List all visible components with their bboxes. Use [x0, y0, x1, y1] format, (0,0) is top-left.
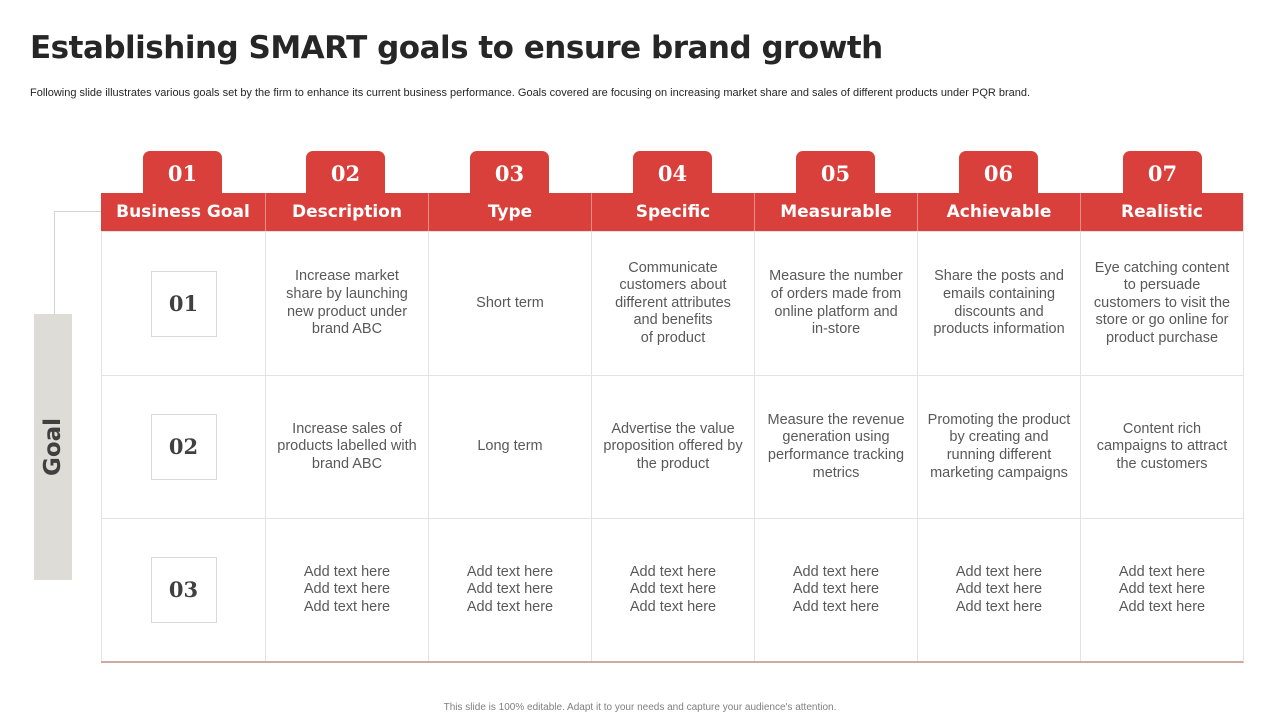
header-specific: Specific: [591, 193, 754, 231]
column-tab-01: 01: [143, 151, 222, 193]
row-1-realistic: Eye catching content to persuade custome…: [1080, 231, 1243, 375]
row-1-number-box: 01: [150, 270, 217, 337]
header-type: Type: [428, 193, 591, 231]
column-tab-06: 06: [959, 151, 1038, 193]
header-realistic: Realistic: [1080, 193, 1243, 231]
row-1-measurable: Measure the number of orders made from o…: [754, 231, 917, 375]
row-2-description: Increase sales of products labelled with…: [265, 375, 428, 518]
row-2-number-box: 02: [150, 414, 217, 480]
row-1-specific: Communicate customers about different at…: [591, 231, 754, 375]
slide-subtitle: Following slide illustrates various goal…: [30, 87, 1031, 99]
row-3-achievable[interactable]: Add text here Add text here Add text her…: [917, 518, 1080, 661]
goal-side-bar: Goal: [34, 314, 72, 580]
header-business-goal: Business Goal: [101, 193, 265, 231]
row-1-achievable: Share the posts and emails containing di…: [917, 231, 1080, 375]
column-tab-04: 04: [633, 151, 712, 193]
row-3-type[interactable]: Add text here Add text here Add text her…: [428, 518, 591, 661]
header-achievable: Achievable: [917, 193, 1080, 231]
column-tab-05: 05: [796, 151, 875, 193]
goal-side-label: Goal: [40, 417, 66, 477]
row-2-achievable: Promoting the product by creating and ru…: [917, 375, 1080, 518]
column-tab-03: 03: [470, 151, 549, 193]
row-3-realistic[interactable]: Add text here Add text here Add text her…: [1080, 518, 1243, 661]
row-1-description: Increase market share by launching new p…: [265, 231, 428, 375]
row-3-number-box: 03: [150, 557, 217, 623]
row-3-specific[interactable]: Add text here Add text here Add text her…: [591, 518, 754, 661]
column-tab-07: 07: [1123, 151, 1202, 193]
header-description: Description: [265, 193, 428, 231]
row-2-measurable: Measure the revenue generation using per…: [754, 375, 917, 518]
footer-note: This slide is 100% editable. Adapt it to…: [443, 702, 837, 713]
row-3-description[interactable]: Add text here Add text here Add text her…: [265, 518, 428, 661]
row-3-measurable[interactable]: Add text here Add text here Add text her…: [754, 518, 917, 661]
row-2-type: Long term: [428, 375, 591, 518]
bracket-connector-horizontal: [54, 211, 101, 212]
row-3-goal-cell: 03: [101, 518, 265, 661]
column-tab-02: 02: [306, 151, 385, 193]
row-1-type: Short term: [428, 231, 591, 375]
bracket-connector-vertical: [54, 211, 55, 314]
row-1-goal-cell: 01: [101, 231, 265, 375]
row-2-realistic: Content rich campaigns to attract the cu…: [1080, 375, 1243, 518]
row-2-goal-cell: 02: [101, 375, 265, 518]
smart-goals-table: Business Goal Description Type Specific …: [101, 193, 1244, 663]
header-measurable: Measurable: [754, 193, 917, 231]
slide-title: Establishing SMART goals to ensure brand…: [30, 30, 883, 66]
row-2-specific: Advertise the value proposition offered …: [591, 375, 754, 518]
